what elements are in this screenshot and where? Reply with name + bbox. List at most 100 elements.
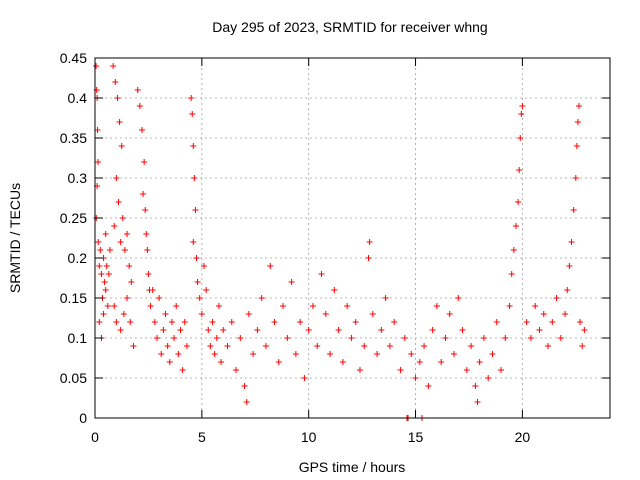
data-point — [130, 343, 137, 349]
data-point — [425, 383, 432, 389]
data-point — [198, 311, 205, 317]
data-point — [205, 327, 212, 333]
data-point — [94, 127, 101, 133]
data-point — [510, 247, 517, 253]
data-point — [136, 103, 143, 109]
data-point — [139, 127, 146, 133]
data-point — [97, 247, 104, 253]
data-point — [553, 295, 560, 301]
data-point — [476, 359, 483, 365]
axis-ticks: 0 0.05 0.1 0.15 0.2 0.25 0.3 0.35 0.4 0.45 0 5 10 15 2… — [60, 50, 610, 445]
chart-title: Day 295 of 2023, SRMTID for receiver whn… — [212, 19, 487, 35]
data-point — [115, 199, 122, 205]
data-point — [118, 143, 125, 149]
y-tick-label: 0.45 — [60, 50, 87, 66]
data-point — [536, 327, 543, 333]
y-tick-label: 0.15 — [60, 290, 87, 306]
data-point — [284, 335, 291, 341]
data-point — [144, 247, 151, 253]
data-point — [564, 287, 571, 293]
data-point — [254, 327, 261, 333]
data-point — [98, 271, 105, 277]
data-point — [577, 319, 584, 325]
data-point — [322, 311, 329, 317]
data-point — [124, 231, 131, 237]
data-point — [162, 311, 169, 317]
data-point — [382, 295, 389, 301]
data-point — [243, 399, 250, 405]
data-point — [119, 215, 126, 221]
data-point — [211, 351, 218, 357]
data-point — [576, 103, 583, 109]
data-point — [327, 351, 334, 357]
data-point — [271, 319, 278, 325]
data-point — [168, 319, 175, 325]
y-tick-label: 0 — [79, 410, 87, 426]
data-point — [149, 287, 156, 293]
data-point — [433, 303, 440, 309]
data-point — [512, 223, 519, 229]
data-point — [177, 327, 184, 333]
data-point — [194, 279, 201, 285]
y-axis-label: SRMTID / TECUs — [7, 183, 23, 293]
data-point — [147, 303, 154, 309]
data-point — [498, 367, 505, 373]
data-point — [237, 335, 244, 341]
data-point — [339, 359, 346, 365]
data-point — [105, 271, 112, 277]
data-point — [344, 303, 351, 309]
data-point — [365, 255, 372, 261]
data-point — [209, 319, 216, 325]
data-point — [549, 319, 556, 325]
data-point — [120, 311, 127, 317]
data-point — [173, 303, 180, 309]
y-tick-label: 0.2 — [68, 250, 88, 266]
data-point — [233, 367, 240, 373]
data-point — [158, 351, 165, 357]
data-point — [245, 311, 252, 317]
data-point — [113, 175, 120, 181]
data-point — [573, 143, 580, 149]
data-point — [408, 351, 415, 357]
data-point — [96, 263, 103, 269]
data-point — [94, 159, 101, 165]
y-tick-label: 0.05 — [60, 370, 87, 386]
data-point — [516, 167, 523, 173]
data-point — [188, 95, 195, 101]
data-point — [361, 343, 368, 349]
data-point — [200, 263, 207, 269]
data-point — [557, 335, 564, 341]
data-point — [143, 231, 150, 237]
data-point — [191, 175, 198, 181]
data-point — [141, 159, 148, 165]
data-point — [572, 175, 579, 181]
data-point — [374, 351, 381, 357]
data-point — [489, 351, 496, 357]
data-point — [502, 335, 509, 341]
data-point — [297, 319, 304, 325]
data-point — [153, 335, 160, 341]
data-point — [164, 343, 171, 349]
data-point — [545, 343, 552, 349]
data-point — [335, 327, 342, 333]
data-point — [134, 87, 141, 93]
data-point — [459, 327, 466, 333]
data-point — [446, 311, 453, 317]
data-point — [104, 303, 111, 309]
data-point — [474, 399, 481, 405]
data-point — [288, 279, 295, 285]
grid-lines — [95, 58, 610, 418]
data-point — [121, 247, 128, 253]
data-point — [429, 327, 436, 333]
data-point — [348, 335, 355, 341]
data-point — [301, 375, 308, 381]
data-point — [517, 135, 524, 141]
data-point — [96, 319, 103, 325]
data-point — [207, 343, 214, 349]
data-point — [126, 263, 133, 269]
data-point — [518, 111, 525, 117]
y-tick-label: 0.25 — [60, 210, 87, 226]
data-point — [480, 335, 487, 341]
data-point — [127, 319, 134, 325]
